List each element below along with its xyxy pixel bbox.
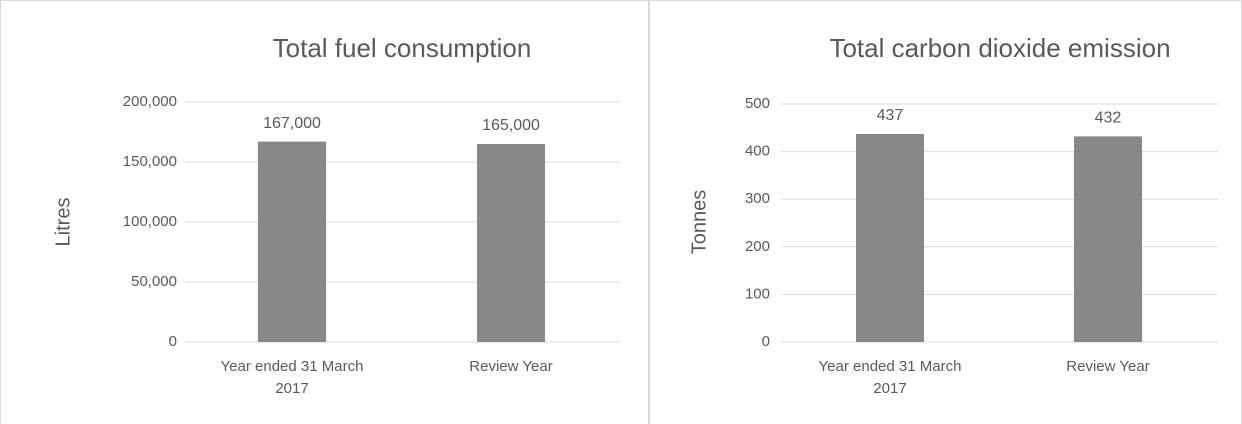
chart-title: Total carbon dioxide emission (829, 33, 1170, 63)
chart-title: Total fuel consumption (273, 33, 532, 63)
value-label: 167,000 (263, 115, 321, 132)
bar (258, 141, 326, 342)
y-tick-label: 400 (745, 143, 770, 160)
y-tick-label: 200 (745, 238, 770, 255)
panel (0, 0, 649, 424)
y-tick-label: 50,000 (131, 273, 177, 290)
y-tick-label: 300 (745, 190, 770, 207)
x-tick-label-box: Review Year (1066, 358, 1150, 375)
x-tick-label: Review Year (1066, 358, 1150, 375)
x-tick-label-box: Year ended 31 March 2017 (220, 358, 364, 397)
y-axis-label: Litres (52, 198, 74, 247)
value-label: 437 (877, 107, 904, 124)
y-tick-label: 0 (762, 333, 770, 350)
y-tick-label: 500 (745, 95, 770, 112)
x-tick-label: Year ended 31 March 2017 (818, 358, 962, 397)
y-tick-label: 0 (169, 333, 177, 350)
x-tick-label: Year ended 31 March 2017 (220, 358, 364, 397)
bar (477, 144, 545, 342)
y-tick-label: 200,000 (123, 93, 177, 110)
value-label: 165,000 (482, 117, 540, 134)
value-label: 432 (1095, 110, 1122, 127)
y-tick-label: 100 (745, 285, 770, 302)
y-axis-label: Tonnes (688, 190, 710, 255)
x-tick-label-box: Review Year (469, 358, 553, 375)
y-tick-label: 150,000 (123, 153, 177, 170)
x-tick-label-box: Year ended 31 March 2017 (818, 358, 962, 397)
y-tick-label: 100,000 (123, 213, 177, 230)
x-tick-label: Review Year (469, 358, 553, 375)
bar (856, 133, 924, 342)
bar (1074, 136, 1142, 342)
